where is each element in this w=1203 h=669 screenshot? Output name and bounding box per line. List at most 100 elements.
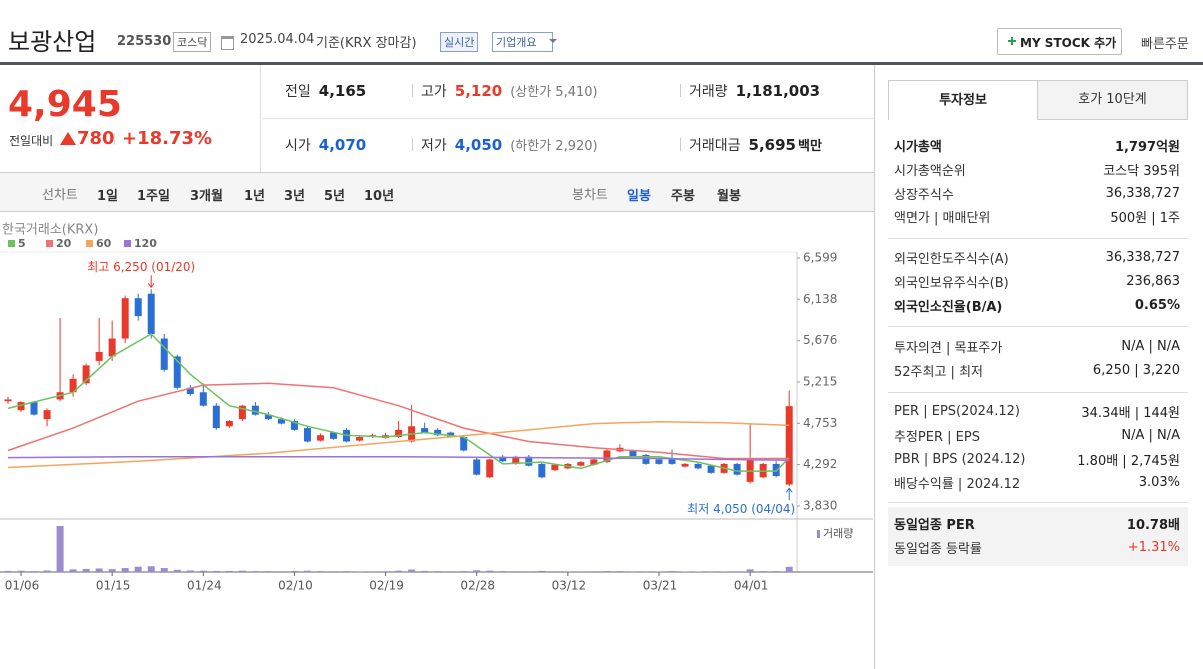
period-button[interactable]: 1년 [244,189,266,204]
candle-body [434,429,442,436]
change-rate: +18.73% [122,128,213,149]
stock-name: 보광산업 [8,28,97,56]
period-button[interactable]: 1주일 [137,189,170,204]
period-button[interactable]: 3년 [284,189,306,204]
quote-label: 시가 [285,138,311,154]
volume-bar [43,570,51,572]
candle-body [121,298,129,339]
x-tick-label: 02/19 [369,579,404,593]
info-value: 500원 | 1주 [1110,211,1180,227]
low-annotation: 최저 4,050 (04/04) [687,502,795,516]
info-row: 투자의견 | 목표주가 N/A | N/A [888,335,1188,359]
basis: 기준(KRX 장마감) [316,36,417,51]
candle-period-button[interactable]: 일봉 [627,189,651,204]
x-tick-label: 01/15 [96,579,131,593]
tab-invest[interactable]: 투자정보 [888,80,1038,120]
volume-bar [694,571,702,572]
plus-icon-v [1011,37,1013,45]
quote-label: 고가 [421,84,447,100]
line-chart-label: 선차트 [42,188,78,203]
high-annotation: 최고 6,250 (01/20) [87,260,195,274]
volume-bar [108,569,116,572]
quote: 거래대금 5,695 백만 [680,135,822,155]
info-label: 외국인소진율(B/A) [894,299,1003,315]
change-value: 780 [77,128,115,149]
legend-label: 60 [96,237,112,250]
info-value: 3.03% [1138,475,1180,491]
candle-period-button[interactable]: 월봉 [717,189,741,204]
candle-body [512,456,520,464]
calendar-icon [221,36,234,50]
quote-divider [680,84,681,97]
panel-divider [874,65,875,669]
x-tick-label: 01/24 [187,579,222,593]
volume-label: 거래량 [823,527,853,540]
volume-bar [785,566,793,572]
volume-bar [525,571,533,572]
quote-value: 4,070 [318,136,367,154]
period-button[interactable]: 1일 [97,189,119,204]
quote-unit: 백만 [797,139,822,154]
y-tick-label: 6,599 [803,251,837,265]
candle-body [30,402,38,415]
y-tick-label: 5,215 [803,374,837,388]
info-row: 외국인한도주식수(A) 36,338,727 [888,246,1188,270]
low-arrow [785,487,793,501]
y-tick-label: 6,138 [803,292,837,306]
quote-value: 5,120 [454,82,503,100]
period-button[interactable]: 5년 [324,189,346,204]
candle-body [499,456,507,462]
volume-bar [238,570,246,572]
candle-body [694,463,702,469]
quote-value: 4,050 [454,136,503,154]
volume-bar [160,568,168,572]
candle-period-button[interactable]: 주봉 [671,189,695,204]
period-button[interactable]: 3개월 [190,189,223,204]
volume-bar [17,570,25,572]
tab-orderbook[interactable]: 호가 10단계 [1037,80,1188,120]
quick-order[interactable]: 빠른주문 [1141,37,1189,52]
volume-bar [369,571,377,572]
info-row: 동일업종 PER 10.78배 [888,512,1188,536]
quote-limit: (하한가 2,920) [510,139,598,154]
volume-bar [69,569,77,572]
period-button[interactable]: 10년 [364,189,395,204]
volume-legend-swatch [817,530,820,538]
candle-chart-label: 봉차트 [572,188,608,203]
legend-swatch [86,240,93,247]
info-row: 시가총액순위 코스닥 395위 [888,158,1188,182]
info-value: +1.31% [1127,540,1180,556]
info-label: PBR | BPS (2024.12) [894,451,1026,467]
candle-body [290,420,298,430]
volume-bar [590,571,598,572]
info-group: PER | EPS(2024.12) 34.34배 | 144원 추정PER | E… [888,400,1188,495]
candle-body [108,338,116,357]
info-label: 투자의견 | 목표주가 [894,341,1003,357]
legend-label: 20 [56,237,72,250]
candle-body [655,459,663,464]
candle-body [69,378,77,393]
volume-bar [225,570,233,572]
chart: 한국거래소(KRX)5 20 60 120 6,599 6,138 5,676 5,215 4,… [0,223,873,593]
overview-button[interactable]: 기업개요 [492,32,554,52]
price-divider [260,65,261,172]
info-value: 1,797억원 [1114,140,1180,156]
volume-bar [303,570,311,572]
candle-body [772,463,780,476]
candle-body [4,399,12,402]
volume-bar [512,571,520,572]
volume-bar [720,571,728,572]
current-price: 4,945 [8,84,122,125]
candle-body [668,459,676,464]
quote-divider [680,138,681,151]
quote-label: 저가 [421,138,447,154]
info-label: 추정PER | EPS [894,430,980,446]
volume-bar [121,568,129,572]
header-rule [0,62,1203,65]
realtime-badge[interactable]: 실시간 [440,32,479,52]
candle-body [303,428,311,442]
my-stock-button[interactable]: MY STOCK 추가 [997,28,1122,55]
x-tick-label: 04/01 [734,579,769,593]
candle-body [43,410,51,420]
y-tick-label: 3,830 [803,499,837,513]
